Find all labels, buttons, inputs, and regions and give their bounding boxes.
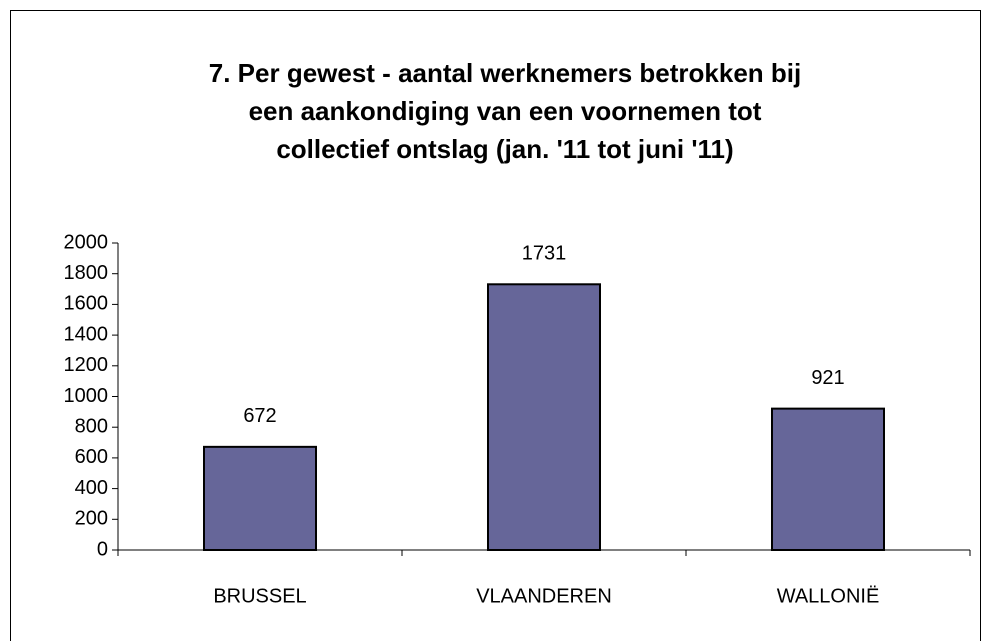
y-tick-label: 800 [75,415,108,437]
data-label: 921 [811,367,844,389]
y-tick-label: 400 [75,477,108,499]
bar [487,283,601,551]
title-line: collectief ontslag (jan. '11 tot juni '1… [276,134,733,164]
y-tick-label: 1000 [64,385,109,407]
data-label: 1731 [522,243,567,265]
y-tick-label: 1600 [64,293,109,315]
x-tick-label: BRUSSEL [213,585,306,607]
title-line: 7. Per gewest - aantal werknemers betrok… [209,58,801,88]
y-tick-label: 200 [75,508,108,530]
bar [771,407,885,551]
chart-title: 7. Per gewest - aantal werknemers betrok… [209,58,801,164]
x-tick-label: VLAANDEREN [476,585,612,607]
bar [203,445,317,551]
x-tick-label: WALLONIË [777,585,880,607]
y-tick-label: 2000 [64,231,109,253]
y-tick-label: 0 [97,538,108,560]
y-tick-label: 1800 [64,262,109,284]
y-tick-label: 600 [75,446,108,468]
y-tick-label: 1400 [64,323,109,345]
title-line: een aankondiging van een voornemen tot [249,96,762,126]
data-label: 672 [243,405,276,427]
y-tick-label: 1200 [64,354,109,376]
